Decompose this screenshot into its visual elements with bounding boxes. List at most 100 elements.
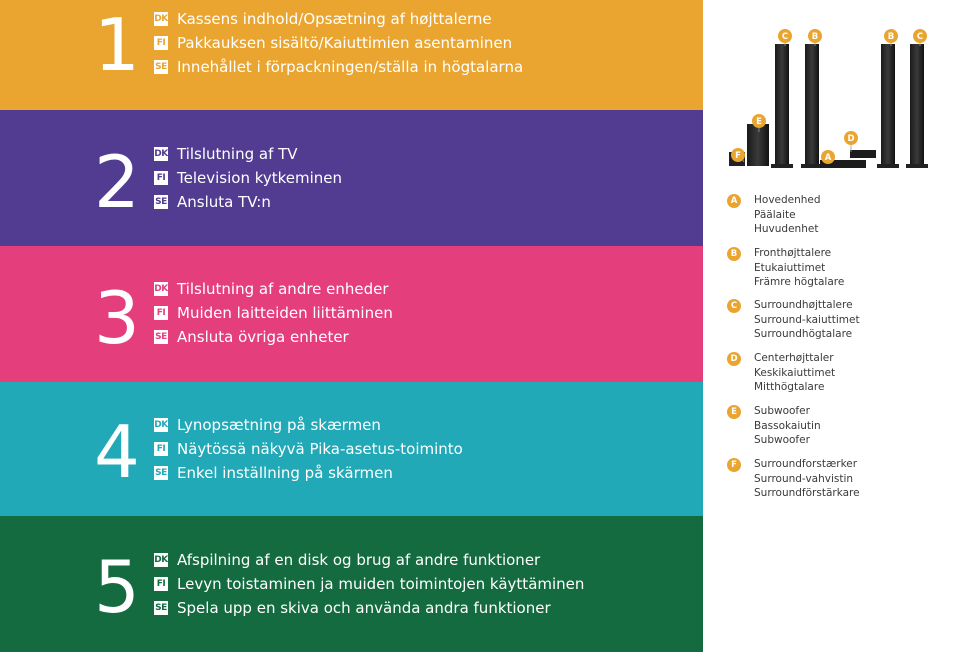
title-fi: Muiden laitteiden liittäminen [177, 304, 393, 322]
surround-speaker-right-illustration [906, 44, 928, 168]
title-line-dk: DK Tilslutning af andre enheder [154, 277, 393, 301]
legend-names: Centerhøjttaler Keskikaiuttimet Mitthögt… [754, 351, 835, 395]
legend-name-fi: Etukaiuttimet [754, 261, 826, 274]
legend-names: Fronthøjttalere Etukaiuttimet Främre hög… [754, 246, 844, 290]
title-line-fi: FI Television kytkeminen [154, 166, 342, 190]
legend-name-dk: Surroundforstærker [754, 458, 858, 470]
legend-names: Surroundhøjttalere Surround-kaiuttimet S… [754, 298, 860, 342]
title-se: Innehållet i förpackningen/ställa in hög… [177, 58, 524, 76]
legend-name-fi: Päälaite [754, 208, 796, 221]
title-line-se: SE Ansluta övriga enheter [154, 325, 393, 349]
legend-names: Subwoofer Bassokaiutin Subwoofer [754, 404, 821, 448]
label-c-left: C [782, 32, 788, 42]
title-fi: Pakkauksen sisältö/Kaiuttimien asentamin… [177, 34, 513, 52]
section-titles: DK Kassens indhold/Opsætning af højttaler… [154, 7, 523, 79]
title-dk: Tilslutning af andre enheder [177, 280, 389, 298]
title-line-fi: FI Näytössä näkyvä Pika-asetus-toiminto [154, 437, 463, 461]
legend-name-fi: Keskikaiuttimet [754, 366, 836, 379]
title-se: Ansluta övriga enheter [177, 328, 349, 346]
title-se: Spela upp en skiva och använda andra fun… [177, 599, 551, 617]
title-line-dk: DK Lynopsætning på skærmen [154, 413, 463, 437]
legend-letter: E [727, 405, 741, 419]
title-fi: Näytössä näkyvä Pika-asetus-toiminto [177, 440, 463, 458]
legend-name-dk: Subwoofer [754, 405, 810, 417]
legend-letter: D [727, 352, 741, 366]
language-tag-fi: FI [154, 171, 168, 185]
section-number: 2 [94, 140, 140, 224]
legend-name-dk: Fronthøjttalere [754, 247, 832, 259]
section-titles: DK Lynopsætning på skærmen FI Näytössä näk… [154, 413, 463, 485]
title-line-fi: FI Levyn toistaminen ja muiden toimintoje… [154, 572, 584, 596]
title-se: Ansluta TV:n [177, 193, 271, 211]
title-line-se: SE Spela upp en skiva och använda andra f… [154, 596, 584, 620]
section-titles: DK Tilslutning af andre enheder FI Muiden … [154, 277, 393, 349]
subwoofer-illustration [747, 124, 769, 166]
legend-letter: C [727, 299, 741, 313]
section-4: 4 DK Lynopsætning på skærmen FI Näytössä n… [0, 382, 703, 516]
title-line-fi: FI Pakkauksen sisältö/Kaiuttimien asentam… [154, 31, 523, 55]
language-tag-dk: DK [154, 553, 168, 567]
language-tag-fi: FI [154, 306, 168, 320]
title-dk: Lynopsætning på skærmen [177, 416, 381, 434]
label-f: F [735, 151, 741, 161]
section-1: 1 DK Kassens indhold/Opsætning af højttal… [0, 0, 703, 110]
title-line-se: SE Ansluta TV:n [154, 190, 342, 214]
title-line-dk: DK Afspilning af en disk og brug af andre… [154, 548, 584, 572]
legend-letter: A [727, 194, 741, 208]
language-tag-se: SE [154, 195, 168, 209]
section-number: 4 [94, 410, 140, 494]
section-number: 1 [94, 3, 140, 87]
legend-name-fi: Surround-vahvistin [754, 472, 854, 485]
section-5: 5 DK Afspilning af en disk og brug af and… [0, 516, 703, 652]
language-tag-se: SE [154, 60, 168, 74]
legend-name-fi: Bassokaiutin [754, 419, 821, 432]
section-3: 3 DK Tilslutning af andre enheder FI Muide… [0, 246, 703, 382]
language-tag-dk: DK [154, 282, 168, 296]
section-2: 2 DK Tilslutning af TV FI Television kytke… [0, 110, 703, 246]
language-tag-se: SE [154, 601, 168, 615]
legend-names: Surroundforstærker Surround-vahvistin Su… [754, 457, 860, 501]
title-dk: Tilslutning af TV [177, 145, 298, 163]
label-d: D [847, 134, 854, 144]
language-tag-dk: DK [154, 147, 168, 161]
label-b-right: B [888, 32, 894, 42]
legend-name-se: Främre högtalare [754, 276, 845, 288]
section-titles: DK Afspilning af en disk og brug af andre… [154, 548, 584, 620]
speaker-system-illustration: C B B C E F A D [729, 29, 928, 168]
legend-name-se: Surroundförstärkare [754, 487, 860, 499]
legend-name-dk: Hovedenhed [754, 194, 821, 206]
language-tag-se: SE [154, 330, 168, 344]
legend-letter: B [727, 247, 741, 261]
section-number: 3 [94, 276, 140, 360]
title-dk: Kassens indhold/Opsætning af højttalerne [177, 10, 492, 28]
title-fi: Television kytkeminen [177, 169, 343, 187]
title-line-dk: DK Kassens indhold/Opsætning af højttaler… [154, 7, 523, 31]
title-se: Enkel inställning på skärmen [177, 464, 393, 482]
main-unit-illustration [820, 160, 866, 168]
section-number: 5 [94, 545, 140, 629]
legend-name-se: Huvudenhet [754, 223, 819, 235]
legend-name-fi: Surround-kaiuttimet [754, 313, 860, 326]
legend-names: Hovedenhed Päälaite Huvudenhet [754, 193, 821, 237]
language-tag-fi: FI [154, 577, 168, 591]
language-tag-fi: FI [154, 36, 168, 50]
title-line-dk: DK Tilslutning af TV [154, 142, 342, 166]
legend-name-dk: Surroundhøjttalere [754, 299, 853, 311]
surround-speaker-left-illustration [771, 44, 793, 168]
center-speaker-illustration [850, 150, 876, 158]
label-a: A [825, 153, 832, 163]
language-tag-dk: DK [154, 418, 168, 432]
section-titles: DK Tilslutning af TV FI Television kytkemi… [154, 142, 342, 214]
label-b-left: B [812, 32, 818, 42]
label-c-right: C [917, 32, 923, 42]
front-speaker-left-illustration [801, 44, 823, 168]
language-tag-dk: DK [154, 12, 168, 26]
legend-name-se: Surroundhögtalare [754, 328, 853, 340]
label-e: E [756, 117, 762, 127]
title-line-se: SE Enkel inställning på skärmen [154, 461, 463, 485]
language-tag-se: SE [154, 466, 168, 480]
title-dk: Afspilning af en disk og brug af andre f… [177, 551, 541, 569]
title-line-se: SE Innehållet i förpackningen/ställa in h… [154, 55, 523, 79]
legend-name-dk: Centerhøjttaler [754, 352, 834, 364]
legend-name-se: Mitthögtalare [754, 381, 825, 393]
